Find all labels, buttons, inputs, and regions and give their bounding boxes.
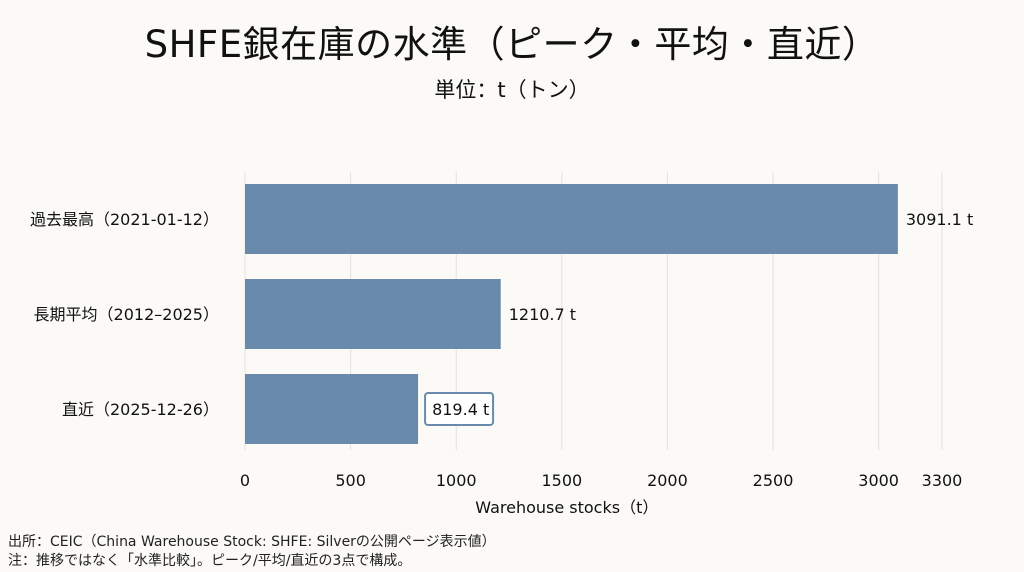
x-tick-label: 2000 <box>647 471 688 490</box>
category-label: 過去最高（2021-01-12） <box>30 210 219 229</box>
x-tick-label: 1500 <box>541 471 582 490</box>
x-tick-label: 0 <box>240 471 250 490</box>
bar <box>245 279 501 349</box>
x-tick-label: 500 <box>335 471 366 490</box>
value-label: 1210.7 t <box>509 305 576 324</box>
footnote-source: 出所：CEIC（China Warehouse Stock: SHFE: Sil… <box>8 534 496 550</box>
value-label-box <box>424 392 495 426</box>
value-label: 819.4 t <box>432 400 489 419</box>
bar <box>245 184 898 254</box>
chart-title: SHFE銀在庫の水準（ピーク・平均・直近） <box>144 23 880 66</box>
x-axis-label: Warehouse stocks（t） <box>475 498 658 517</box>
x-tick-label: 3000 <box>858 471 899 490</box>
value-label: 3091.1 t <box>906 210 973 229</box>
chart-subtitle: 単位：t（トン） <box>434 78 590 102</box>
bar <box>245 374 419 444</box>
category-label: 直近（2025-12-26） <box>62 400 219 419</box>
x-tick-label: 2500 <box>753 471 794 490</box>
x-tick-label: 1000 <box>436 471 477 490</box>
footnote-note: 注：推移ではなく「水準比較」。ピーク/平均/直近の3点で構成。 <box>8 553 412 569</box>
x-tick-label: 3300 <box>922 471 963 490</box>
category-label: 長期平均（2012–2025） <box>34 305 219 324</box>
